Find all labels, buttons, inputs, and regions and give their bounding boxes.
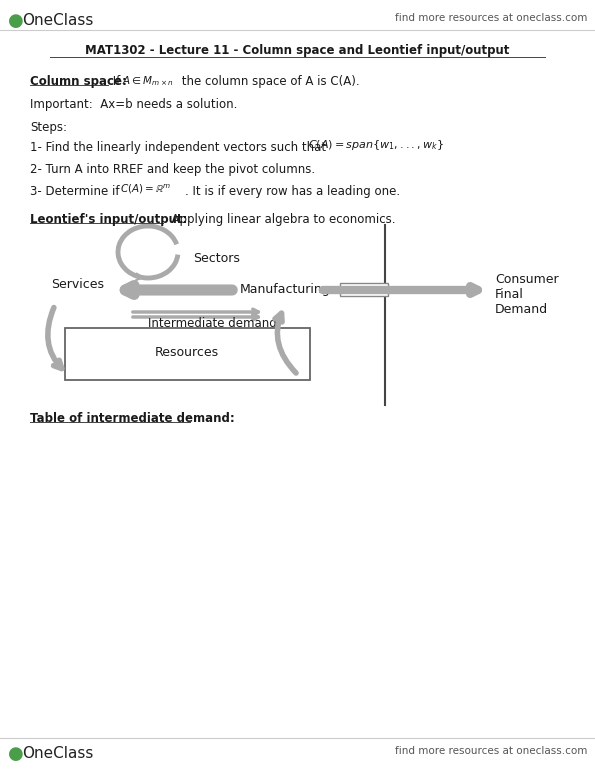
Text: Intermediate demand: Intermediate demand [148,317,277,330]
Text: the column space of A is C(A).: the column space of A is C(A). [178,75,359,88]
Text: . It is if every row has a leading one.: . It is if every row has a leading one. [185,185,400,198]
Text: $C(A) = \mathbb{R}^m$: $C(A) = \mathbb{R}^m$ [120,183,171,196]
Text: ●: ● [8,745,24,763]
Text: Important:  Ax=b needs a solution.: Important: Ax=b needs a solution. [30,98,237,111]
Text: 3- Determine if: 3- Determine if [30,185,120,198]
Text: 2- Turn A into RREF and keep the pivot columns.: 2- Turn A into RREF and keep the pivot c… [30,163,315,176]
Text: Resources: Resources [155,346,219,359]
Text: find more resources at oneclass.com: find more resources at oneclass.com [394,746,587,756]
Text: Steps:: Steps: [30,121,67,134]
Text: Leontief's input/output:: Leontief's input/output: [30,213,187,226]
Text: Consumer
Final
Demand: Consumer Final Demand [495,273,559,316]
Text: 1- Find the linearly independent vectors such that: 1- Find the linearly independent vectors… [30,141,326,154]
Text: ●: ● [8,12,24,30]
Bar [340,283,388,296]
Text: $C(A) = span\left\{w_1,...,w_k\right\}$: $C(A) = span\left\{w_1,...,w_k\right\}$ [308,138,444,152]
Text: OneClass: OneClass [22,746,93,761]
Text: Column space:: Column space: [30,75,127,88]
Text: OneClass: OneClass [22,13,93,28]
Text: MAT1302 - Lecture 11 - Column space and Leontief input/output: MAT1302 - Lecture 11 - Column space and … [85,44,509,57]
Text: Sectors: Sectors [193,252,240,265]
Text: find more resources at oneclass.com: find more resources at oneclass.com [394,13,587,23]
Text: $A \in M_{m\times n}$: $A \in M_{m\times n}$ [122,74,174,88]
Text: Services: Services [52,278,105,291]
Text: Table of intermediate demand:: Table of intermediate demand: [30,412,235,425]
Text: Applying linear algebra to economics.: Applying linear algebra to economics. [164,213,396,226]
Text: If: If [109,75,124,88]
Text: Manufacturing: Manufacturing [240,283,331,296]
Bar [65,328,310,380]
